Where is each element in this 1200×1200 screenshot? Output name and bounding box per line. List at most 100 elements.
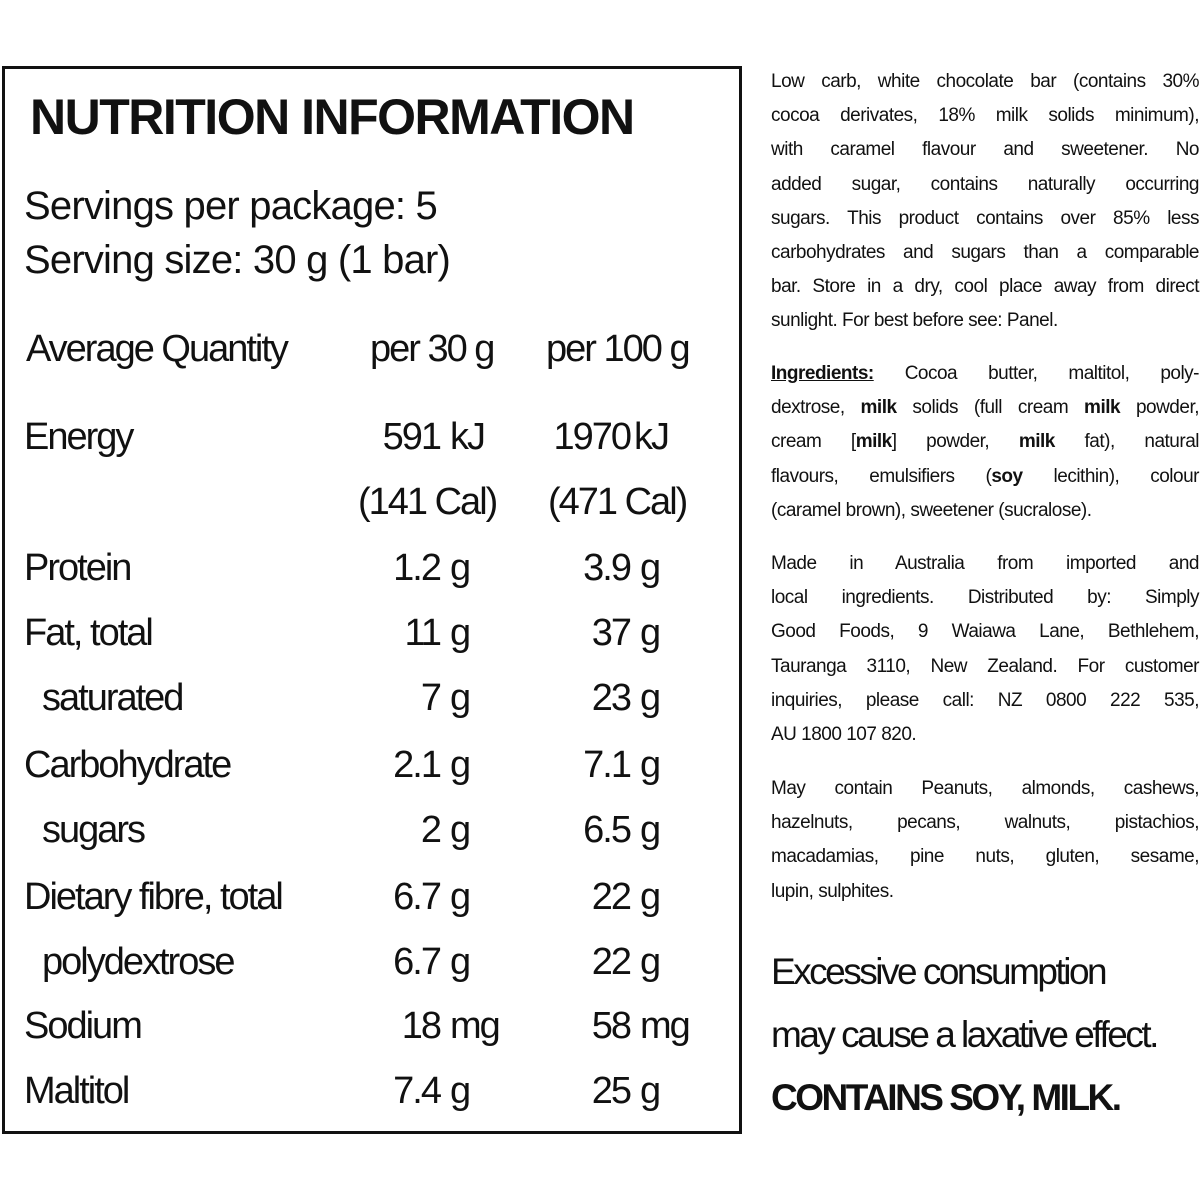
per-100g-value: 23	[591, 677, 632, 719]
paragraph-line: hazelnuts, pecans, walnuts, pistachios,	[771, 806, 1200, 840]
per-100g-value: 58	[591, 1005, 632, 1047]
paragraph-line: May contain Peanuts, almonds, cashews,	[771, 772, 1200, 806]
per-serving-value: 7	[420, 677, 442, 719]
nutrient-label: Dietary fibre, total	[24, 876, 284, 918]
nutrient-label: Protein	[24, 547, 132, 589]
per-100g-unit: kJ	[634, 416, 670, 458]
nutrient-label: polydextrose	[42, 941, 235, 983]
text-segment: cream [	[771, 431, 856, 453]
paragraph-line: cream [milk] powder, milk fat), natural	[771, 425, 1200, 459]
servings-per-package: Servings per package: 5	[24, 184, 438, 228]
nutrient-label: Energy	[24, 416, 134, 458]
per-100g-unit: g	[640, 941, 661, 983]
per-100g-value: 1970	[553, 416, 632, 458]
text-segment: Tauranga 3110, New Zealand. For customer	[771, 655, 1200, 677]
nutrient-label: saturated	[42, 677, 184, 719]
paragraph-line: cocoa derivates, 18% milk solids minimum…	[771, 99, 1200, 133]
per-100g-value: 7.1	[583, 744, 632, 786]
per-serving-value: 7.4	[393, 1070, 442, 1112]
text-segment: Made in Australia from imported and	[771, 553, 1200, 574]
per-serving-calories: (141 Cal)	[358, 481, 498, 523]
text-segment: carbohydrates and sugars than a comparab…	[771, 241, 1200, 263]
paragraph-line: Made in Australia from imported and	[771, 547, 1200, 581]
text-segment: sunlight. For best before see: Panel.	[771, 310, 1058, 332]
paragraph-line: with caramel flavour and sweetener. No	[771, 133, 1200, 167]
paragraph-line: sugars. This product contains over 85% l…	[771, 202, 1200, 236]
per-serving-unit: g	[450, 1070, 471, 1112]
header-per-serving: per 30 g	[370, 328, 495, 370]
laxative-warning-line1: Excessive consumption	[771, 951, 1108, 992]
allergen-statement: CONTAINS SOY, MILK.	[771, 1077, 1122, 1118]
paragraph-line: Good Foods, 9 Waiawa Lane, Bethlehem,	[771, 615, 1200, 649]
per-serving-value: 6.7	[393, 941, 442, 983]
paragraph-line: (caramel brown), sweetener (sucralose).	[771, 494, 1199, 528]
per-serving-value: 2.1	[393, 744, 442, 786]
nutrient-label: sugars	[42, 809, 146, 851]
per-serving-unit: g	[450, 612, 471, 654]
side-paragraph: Made in Australia from imported and local…	[771, 547, 1200, 752]
per-serving-unit: mg	[450, 1005, 501, 1047]
per-serving-value: 18	[401, 1005, 442, 1047]
allergen-highlight: soy	[991, 465, 1023, 487]
paragraph-line: local ingredients. Distributed by: Simpl…	[771, 581, 1200, 615]
per-100g-value: 3.9	[583, 547, 632, 589]
text-segment: fat), natural	[1054, 431, 1200, 453]
side-text: Low carb, white chocolate bar (contains …	[771, 0, 1200, 1200]
text-segment: cocoa derivates, 18% milk solids minimum…	[771, 105, 1200, 127]
header-per-100g: per 100 g	[546, 328, 691, 370]
text-segment: hazelnuts, pecans, walnuts, pistachios,	[771, 812, 1200, 834]
per-100g-unit: mg	[640, 1005, 691, 1047]
paragraph-line: Tauranga 3110, New Zealand. For customer	[771, 650, 1200, 684]
side-paragraph: Ingredients: Cocoa butter, maltitol, pol…	[771, 357, 1200, 528]
nutrient-label: Carbohydrate	[24, 744, 232, 786]
paragraph-line: flavours, emulsifiers (soy lecithin), co…	[771, 460, 1200, 494]
per-100g-unit: g	[640, 876, 661, 918]
serving-size: Serving size: 30 g (1 bar)	[24, 238, 451, 282]
per-serving-value: 11	[404, 612, 442, 654]
per-serving-value: 6.7	[393, 876, 442, 918]
per-100g-unit: g	[640, 677, 661, 719]
text-segment: sugars. This product contains over 85% l…	[771, 207, 1200, 229]
per-100g-calories: (471 Cal)	[548, 481, 688, 523]
allergen-highlight: milk	[860, 397, 898, 419]
per-100g-value: 6.5	[583, 809, 632, 851]
per-serving-unit: g	[450, 677, 471, 719]
ingredients-heading: Ingredients:	[771, 363, 874, 384]
per-100g-unit: g	[640, 1070, 661, 1112]
laxative-warning-line2: may cause a laxative effect.	[771, 1014, 1159, 1055]
per-serving-unit: g	[450, 744, 471, 786]
per-100g-unit: g	[640, 809, 661, 851]
text-segment: May contain Peanuts, almonds, cashews,	[771, 778, 1200, 799]
per-100g-value: 22	[591, 941, 632, 983]
per-100g-value: 22	[591, 876, 632, 918]
text-segment: lecithin), colour	[1022, 465, 1200, 487]
per-serving-unit: g	[450, 809, 471, 851]
text-segment: ] powder,	[891, 431, 1019, 453]
text-segment: lupin, sulphites.	[771, 880, 894, 902]
paragraph-line: dextrose, milk solids (full cream milk p…	[771, 391, 1199, 425]
nutrition-panel-border	[2, 66, 742, 1134]
per-100g-unit: g	[640, 744, 661, 786]
paragraph-line: Ingredients: Cocoa butter, maltitol, pol…	[771, 357, 1200, 391]
text-segment: Good Foods, 9 Waiawa Lane, Bethlehem,	[771, 621, 1200, 643]
text-segment: dextrose,	[771, 397, 861, 419]
per-serving-value: 1.2	[393, 547, 442, 589]
paragraph-line: sunlight. For best before see: Panel.	[771, 304, 1199, 338]
per-serving-value: 2	[420, 809, 442, 851]
per-serving-unit: kJ	[450, 416, 486, 458]
per-serving-unit: g	[450, 941, 471, 983]
text-segment: solids (full cream	[896, 397, 1085, 419]
paragraph-line: bar. Store in a dry, cool place away fro…	[771, 270, 1200, 304]
allergen-highlight: milk	[855, 431, 893, 453]
per-100g-value: 37	[591, 612, 632, 654]
text-segment: local ingredients. Distributed by: Simpl…	[771, 587, 1200, 609]
side-paragraph: May contain Peanuts, almonds, cashews, ha…	[771, 772, 1200, 909]
paragraph-line: Low carb, white chocolate bar (contains …	[771, 65, 1200, 99]
allergen-highlight: milk	[1084, 397, 1121, 419]
paragraph-line: added sugar, contains naturally occurrin…	[771, 168, 1200, 202]
text-segment: Low carb, white chocolate bar (contains …	[771, 71, 1200, 92]
panel-title: NUTRITION INFORMATION	[30, 89, 635, 145]
nutrient-label: Fat, total	[24, 612, 154, 654]
text-segment: macadamias, pine nuts, gluten, sesame,	[771, 846, 1200, 868]
nutrient-label: Maltitol	[24, 1070, 130, 1112]
